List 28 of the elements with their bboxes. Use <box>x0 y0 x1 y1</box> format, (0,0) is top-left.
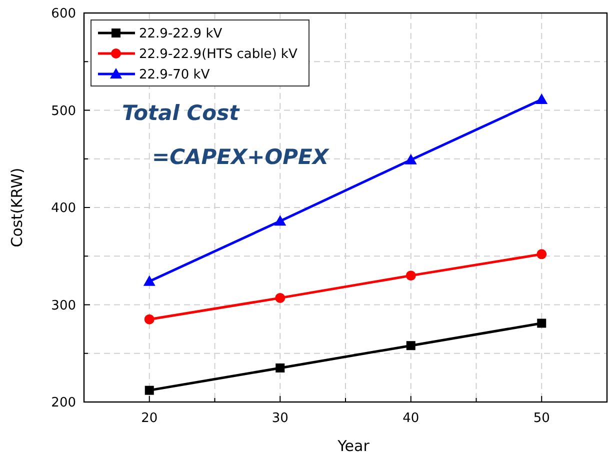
x-tick-label: 50 <box>533 411 550 426</box>
y-tick-label: 400 <box>51 201 76 216</box>
point <box>275 292 286 303</box>
legend-label: 22.9-22.9 kV <box>139 26 222 42</box>
point <box>143 275 156 286</box>
x-tick-label: 20 <box>141 411 158 426</box>
legend-label: 22.9-22.9(HTS cable) kV <box>139 47 298 62</box>
y-tick-label: 500 <box>51 104 76 119</box>
point <box>406 270 416 281</box>
y-tick-label: 300 <box>51 298 76 314</box>
point <box>404 154 417 164</box>
x-axis-title: Year <box>336 437 370 455</box>
annotation: Total Cost <box>122 101 240 125</box>
x-tick-label: 40 <box>402 411 420 426</box>
point <box>537 318 546 328</box>
annotation: =CAPEX+OPEX <box>152 145 330 169</box>
x-tick-label: 30 <box>272 411 288 426</box>
legend-label: 22.9-70 kV <box>139 68 210 83</box>
y-tick-label: 600 <box>51 6 76 22</box>
y-axis-title: Cost(KRW) <box>8 168 26 248</box>
point <box>144 314 154 324</box>
point <box>536 94 548 104</box>
point <box>274 215 286 226</box>
point <box>276 363 285 372</box>
point <box>144 386 154 395</box>
y-tick-label: 200 <box>51 396 76 411</box>
point <box>536 249 547 260</box>
point <box>406 341 416 350</box>
